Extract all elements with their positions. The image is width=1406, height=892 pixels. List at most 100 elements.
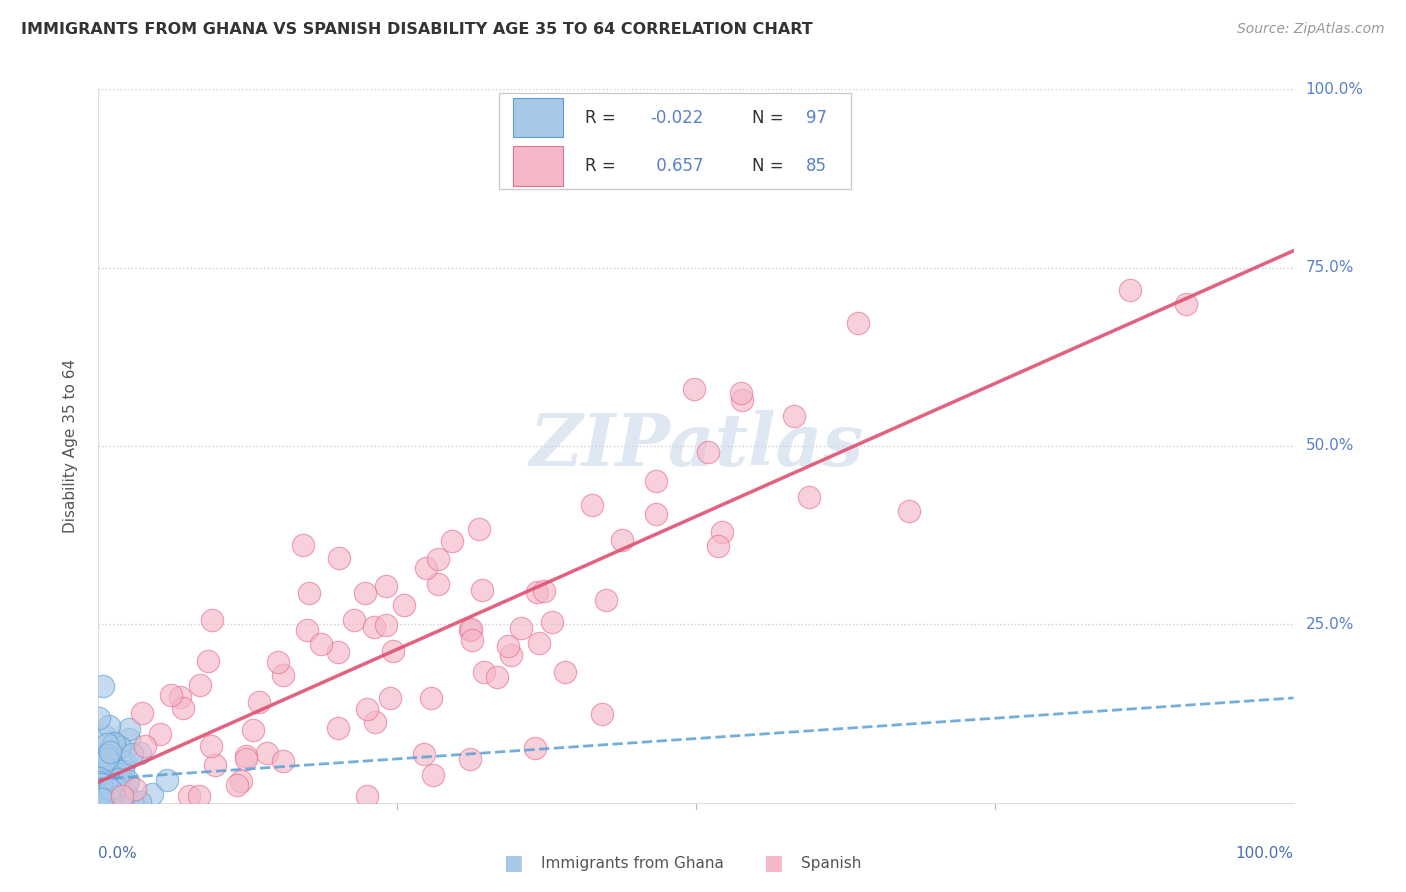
Text: ■: ■ xyxy=(503,854,523,873)
Point xyxy=(131,706,153,720)
Point xyxy=(394,599,416,613)
Point xyxy=(554,665,576,680)
Point xyxy=(96,751,118,765)
Point xyxy=(374,579,396,593)
Point xyxy=(644,508,666,522)
Point xyxy=(420,691,443,706)
Point xyxy=(527,635,550,649)
Point xyxy=(87,771,110,785)
Point xyxy=(328,645,350,659)
Point xyxy=(783,409,806,424)
Point xyxy=(188,789,211,803)
Text: 100.0%: 100.0% xyxy=(1306,82,1364,96)
Text: 75.0%: 75.0% xyxy=(1306,260,1354,275)
Point xyxy=(96,780,118,794)
Point xyxy=(97,719,120,733)
Point xyxy=(100,774,122,789)
Point xyxy=(441,533,464,548)
Point xyxy=(413,747,436,762)
Point xyxy=(328,551,350,566)
Point xyxy=(458,752,481,766)
Point xyxy=(108,739,131,754)
Point xyxy=(364,714,387,729)
Text: -0.022: -0.022 xyxy=(651,109,704,127)
Point xyxy=(94,729,117,743)
Point xyxy=(292,538,315,552)
Point xyxy=(328,722,350,736)
Point xyxy=(105,778,128,792)
Point xyxy=(87,792,110,806)
Point xyxy=(98,768,121,782)
Point xyxy=(242,723,264,737)
Point xyxy=(247,695,270,709)
Point xyxy=(731,392,754,407)
Point xyxy=(93,771,115,785)
Text: N =: N = xyxy=(752,157,789,175)
Point xyxy=(105,766,128,780)
Point xyxy=(797,491,820,505)
Point xyxy=(98,780,121,794)
Point xyxy=(188,678,211,692)
Point xyxy=(90,795,112,809)
Point xyxy=(89,783,111,797)
Point xyxy=(846,316,869,330)
Point xyxy=(267,655,290,669)
Point xyxy=(100,781,122,796)
Point xyxy=(375,617,398,632)
Point xyxy=(100,739,122,753)
Point xyxy=(343,614,366,628)
Point xyxy=(121,747,143,761)
Text: Spanish: Spanish xyxy=(801,856,862,871)
Point xyxy=(97,751,120,765)
Point xyxy=(108,772,131,786)
Point xyxy=(89,789,111,804)
Text: IMMIGRANTS FROM GHANA VS SPANISH DISABILITY AGE 35 TO 64 CORRELATION CHART: IMMIGRANTS FROM GHANA VS SPANISH DISABIL… xyxy=(21,22,813,37)
Point xyxy=(97,762,120,776)
Point xyxy=(91,679,114,693)
Point xyxy=(526,585,548,599)
Y-axis label: Disability Age 35 to 64: Disability Age 35 to 64 xyxy=(63,359,77,533)
Point xyxy=(110,770,132,784)
Point xyxy=(581,498,603,512)
Point xyxy=(201,613,224,627)
Point xyxy=(89,780,111,795)
Point xyxy=(541,615,564,630)
Bar xyxy=(513,98,564,137)
Point xyxy=(89,771,111,785)
Point xyxy=(682,382,704,396)
Point xyxy=(134,739,156,753)
Point xyxy=(231,773,253,788)
Point xyxy=(90,787,112,801)
Point xyxy=(104,795,127,809)
Point xyxy=(172,700,194,714)
Point xyxy=(91,792,114,806)
Point xyxy=(110,771,132,785)
Point xyxy=(149,727,172,741)
Point xyxy=(94,778,117,792)
Text: 50.0%: 50.0% xyxy=(1306,439,1354,453)
Text: Immigrants from Ghana: Immigrants from Ghana xyxy=(541,856,724,871)
Point xyxy=(460,623,482,637)
Point xyxy=(94,765,117,780)
Point xyxy=(118,722,141,736)
Point xyxy=(121,794,143,808)
Text: 100.0%: 100.0% xyxy=(1236,846,1294,861)
Point xyxy=(93,791,115,805)
Point xyxy=(100,782,122,797)
Point xyxy=(94,763,117,777)
Point xyxy=(354,585,377,599)
Point xyxy=(509,621,531,635)
Point xyxy=(235,752,257,766)
Point xyxy=(90,777,112,791)
Point xyxy=(93,766,115,780)
Point xyxy=(271,754,294,768)
Point xyxy=(108,789,131,804)
Point xyxy=(96,765,118,780)
Text: ZIPatlas: ZIPatlas xyxy=(529,410,863,482)
Point xyxy=(115,776,138,790)
Point xyxy=(89,774,111,789)
Point xyxy=(256,747,278,761)
Point xyxy=(91,775,114,789)
Point xyxy=(471,583,494,598)
Point xyxy=(97,776,120,790)
